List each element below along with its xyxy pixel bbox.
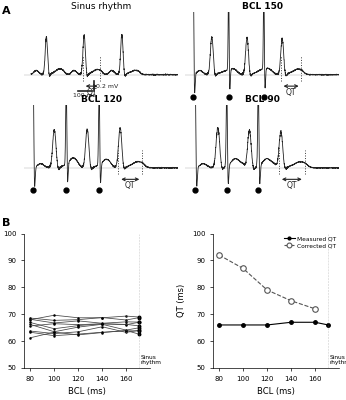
X-axis label: BCL (ms): BCL (ms) (68, 387, 106, 396)
Text: QT: QT (286, 88, 296, 97)
Title: Sinus rhythm: Sinus rhythm (71, 2, 131, 11)
Text: Sinus
rhythm: Sinus rhythm (140, 354, 162, 365)
Text: Sinus
rhythm: Sinus rhythm (329, 354, 346, 365)
Legend: Measured QT, Corrected QT: Measured QT, Corrected QT (284, 236, 336, 248)
Text: A: A (2, 6, 10, 16)
Text: QT: QT (286, 182, 297, 190)
Title: BCL 150: BCL 150 (242, 2, 283, 11)
Text: B: B (2, 218, 10, 228)
Y-axis label: QT (ms): QT (ms) (177, 284, 186, 317)
Text: QT: QT (86, 88, 97, 97)
Text: 100 ms: 100 ms (73, 94, 96, 98)
Text: 0.2 mV: 0.2 mV (95, 84, 118, 89)
Text: QT: QT (125, 182, 136, 190)
X-axis label: BCL (ms): BCL (ms) (257, 387, 295, 396)
Title: BCL 90: BCL 90 (245, 96, 280, 104)
Title: BCL 120: BCL 120 (81, 96, 121, 104)
